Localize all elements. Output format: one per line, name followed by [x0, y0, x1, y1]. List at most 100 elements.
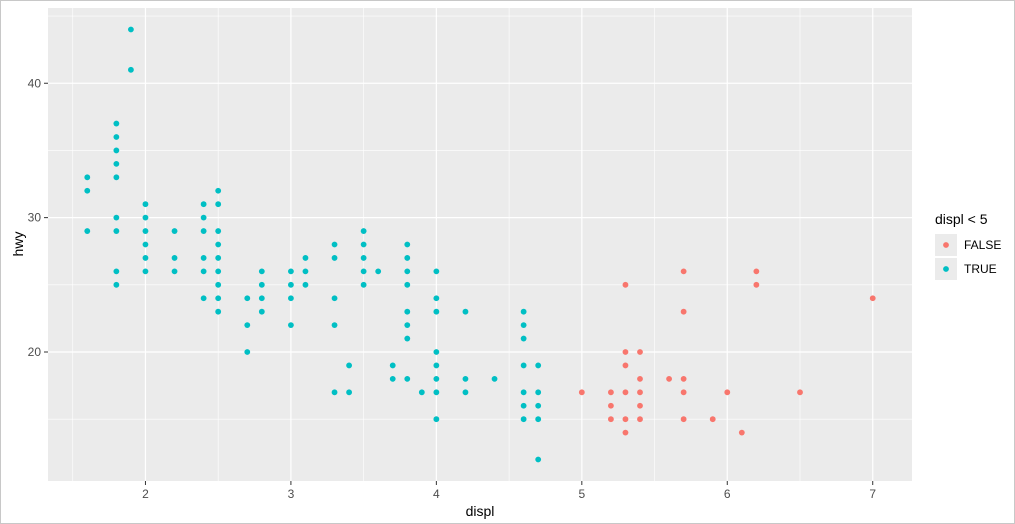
- data-point-true: [404, 281, 411, 288]
- data-point-true: [360, 281, 367, 288]
- data-point-true: [142, 268, 149, 275]
- data-point-true: [258, 281, 265, 288]
- x-tick-label: 4: [433, 487, 440, 501]
- data-point-true: [462, 389, 469, 396]
- data-point-true: [331, 295, 338, 302]
- data-point-false: [709, 416, 716, 423]
- data-point-true: [535, 389, 542, 396]
- legend-label-true: TRUE: [964, 262, 997, 276]
- data-point-true: [331, 255, 338, 261]
- data-point-true: [418, 389, 425, 396]
- x-tick-label: 7: [869, 487, 876, 501]
- data-point-true: [113, 268, 120, 275]
- y-tick-label: 20: [28, 345, 42, 359]
- data-point-true: [433, 389, 440, 396]
- x-axis-ticks: 2 3 4 5 6 7: [142, 481, 876, 501]
- data-point-true: [244, 349, 251, 355]
- data-point-true: [462, 375, 469, 382]
- data-point-true: [113, 134, 120, 140]
- data-point-true: [433, 362, 440, 369]
- data-point-true: [302, 255, 309, 261]
- data-point-true: [520, 402, 527, 409]
- data-point-false: [578, 389, 585, 396]
- data-points: [84, 26, 876, 463]
- legend-label-false: FALSE: [964, 238, 1001, 252]
- data-point-true: [258, 295, 265, 302]
- data-point-true: [520, 362, 527, 369]
- data-point-false: [680, 308, 687, 315]
- data-point-false: [622, 429, 629, 436]
- data-point-true: [404, 268, 411, 275]
- data-point-true: [491, 375, 498, 382]
- data-point-true: [331, 322, 338, 329]
- data-point-true: [389, 375, 396, 382]
- data-point-false: [608, 416, 614, 423]
- data-point-true: [244, 295, 251, 302]
- data-point-true: [288, 322, 294, 329]
- data-point-true: [84, 228, 91, 234]
- legend-title: displ < 5: [935, 211, 988, 227]
- data-point-true: [404, 335, 411, 342]
- data-point-true: [200, 268, 207, 275]
- data-point-true: [302, 268, 309, 275]
- data-point-true: [142, 214, 149, 221]
- data-point-true: [215, 268, 222, 275]
- data-point-true: [520, 308, 527, 315]
- data-point-true: [404, 241, 411, 248]
- data-point-true: [215, 281, 222, 288]
- data-point-true: [113, 174, 120, 181]
- data-point-true: [389, 362, 396, 369]
- data-point-true: [375, 268, 382, 275]
- y-tick-label: 30: [28, 211, 42, 225]
- data-point-true: [331, 389, 338, 396]
- data-point-true: [360, 228, 367, 234]
- data-point-false: [738, 429, 745, 436]
- data-point-true: [404, 375, 411, 382]
- y-tick-label: 40: [28, 76, 42, 90]
- data-point-false: [753, 268, 760, 275]
- data-point-false: [666, 375, 672, 382]
- major-gridlines: [48, 8, 912, 481]
- data-point-true: [302, 281, 309, 288]
- data-point-false: [637, 402, 643, 409]
- data-point-true: [535, 416, 542, 423]
- data-point-true: [404, 322, 411, 329]
- data-point-true: [433, 375, 440, 382]
- data-point-false: [637, 375, 643, 382]
- y-axis-ticks: 20 30 40: [28, 76, 48, 359]
- legend-key-false: [943, 242, 949, 248]
- data-point-true: [215, 308, 222, 315]
- x-tick-label: 5: [578, 487, 585, 501]
- data-point-true: [535, 362, 542, 369]
- data-point-true: [113, 281, 120, 288]
- x-axis-title: displ: [466, 503, 495, 519]
- data-point-true: [360, 268, 367, 275]
- data-point-true: [142, 255, 149, 261]
- data-point-true: [433, 308, 440, 315]
- data-point-false: [724, 389, 731, 396]
- minor-gridlines: [48, 8, 946, 481]
- data-point-true: [404, 308, 411, 315]
- data-point-true: [215, 187, 222, 194]
- x-tick-label: 6: [724, 487, 731, 501]
- data-point-true: [433, 349, 440, 355]
- data-point-false: [637, 349, 643, 355]
- data-point-true: [520, 389, 527, 396]
- data-point-false: [680, 389, 687, 396]
- data-point-true: [84, 187, 91, 194]
- data-point-false: [753, 281, 760, 288]
- data-point-true: [433, 268, 440, 275]
- data-point-true: [462, 308, 469, 315]
- data-point-true: [360, 255, 367, 261]
- data-point-true: [346, 362, 352, 369]
- data-point-false: [637, 416, 643, 423]
- data-point-true: [171, 228, 178, 234]
- data-point-false: [680, 416, 687, 423]
- data-point-true: [200, 228, 207, 234]
- data-point-false: [622, 389, 629, 396]
- legend-key-true: [943, 266, 949, 272]
- data-point-true: [360, 241, 367, 248]
- data-point-true: [520, 335, 527, 342]
